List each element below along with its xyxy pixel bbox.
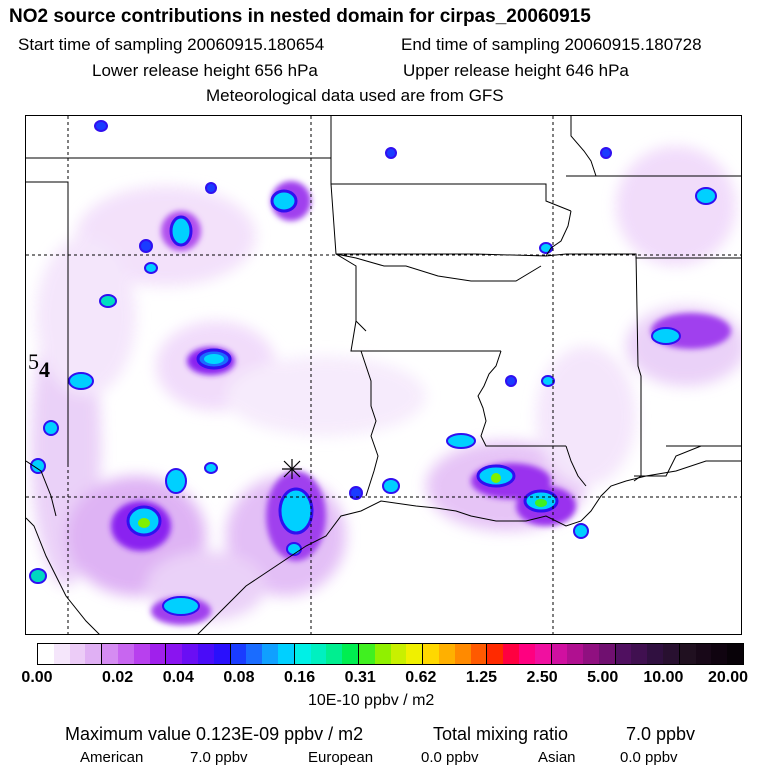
colorbar-cell [53,644,70,664]
colorbar-cell [294,644,311,664]
colorbar-tick-label: 0.08 [223,669,255,686]
colorbar-cell [230,644,247,664]
colorbar-tick-label: 5.00 [587,669,619,686]
colorbar-cell [647,644,664,664]
colorbar-cell [695,644,712,664]
colorbar-cell [454,644,471,664]
colorbar-cell [38,644,54,664]
colorbar-cell [615,644,632,664]
colorbar-cell [423,644,439,664]
max-value-label: Maximum value 0.123E-09 ppbv / m2 [65,724,364,744]
colorbar-cell [663,644,680,664]
source-location-marker [282,459,302,479]
colorbar-cell [246,644,263,664]
upper-height-label: Upper release height 646 hPa [403,61,629,80]
colorbar-cell [117,644,134,664]
plot-title: NO2 source contributions in nested domai… [9,6,591,27]
lower-height-label: Lower release height 656 hPa [92,61,318,80]
colorbar-cell [598,644,616,664]
colorbar-units: 10E-10 ppbv / m2 [308,692,435,709]
colorbar-cell [711,644,728,664]
start-time-label: Start time of sampling 20060915.180654 [18,35,325,54]
colorbar-cell [182,644,198,664]
colorbar-cell [470,644,488,664]
met-data-label: Meteorological data used are from GFS [206,86,504,105]
colorbar-cell [583,644,599,664]
colorbar-cell [358,644,375,664]
end-time-label: End time of sampling 20060915.180728 [401,35,702,54]
colorbar-cell [85,644,103,664]
map-overlay-number: 54 [28,349,50,382]
colorbar-tick-label: 2.50 [526,669,558,686]
colorbar-cell [567,644,584,664]
colorbar-cell [310,644,327,664]
colorbar-cell [438,644,455,664]
colorbar [37,643,744,665]
colorbar-cell [262,644,278,664]
colorbar-tick-label: 0.00 [21,669,53,686]
colorbar-cell [149,644,167,664]
colorbar-tick-label: 20.00 [707,669,749,686]
colorbar-tick-label: 0.02 [102,669,134,686]
total-mixing-value: 7.0 ppbv [626,724,696,744]
colorbar-cell [631,644,648,664]
american-value: 7.0 ppbv [190,749,248,766]
source-contribution-map: 54 [25,115,742,635]
asian-value: 0.0 ppbv [620,749,678,766]
colorbar-cell [342,644,359,664]
plume-hotspots [29,120,717,616]
colorbar-cell [133,644,150,664]
colorbar-tick-label: 1.25 [465,669,498,686]
colorbar-cell [551,644,568,664]
european-label: European [308,749,374,766]
colorbar-cell [406,644,424,664]
colorbar-cell [277,644,295,664]
colorbar-tick-label: 0.04 [162,669,194,686]
colorbar-cell [487,644,504,664]
american-label: American [80,749,144,766]
colorbar-cell [326,644,343,664]
colorbar-cell [102,644,118,664]
colorbar-tick-label: 0.62 [405,669,437,686]
colorbar-cell [518,644,535,664]
colorbar-cell [213,644,231,664]
european-value: 0.0 ppbv [421,749,479,766]
colorbar-cell [679,644,696,664]
colorbar-cell [69,644,86,664]
colorbar-cell [503,644,519,664]
colorbar-tick-label: 0.31 [344,669,376,686]
colorbar-cell [374,644,391,664]
colorbar-tick-label: 0.16 [283,669,316,686]
colorbar-cell [390,644,407,664]
colorbar-cell [166,644,183,664]
colorbar-tick-label: 10.00 [643,669,684,686]
total-mixing-label: Total mixing ratio [433,724,569,744]
colorbar-cell [534,644,552,664]
map-canvas [26,116,741,634]
asian-label: Asian [538,749,576,766]
colorbar-cell [727,644,744,664]
boundaries [26,116,741,634]
colorbar-cell [197,644,214,664]
